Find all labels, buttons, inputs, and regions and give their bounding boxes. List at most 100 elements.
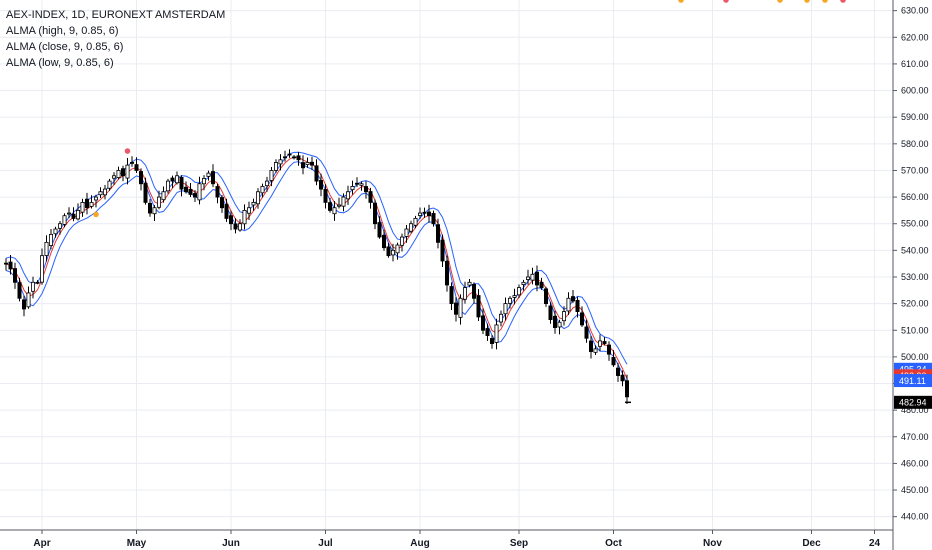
candle [323,184,328,209]
candle-body [341,196,346,207]
candle [201,175,206,191]
candle-body [548,305,553,320]
candle [539,277,544,290]
candle [589,335,594,359]
candle [580,306,585,327]
candle-body [129,161,134,164]
grid-lines [0,0,893,530]
candle [381,229,386,251]
y-tick-label: 620.00 [901,32,929,42]
candle-body [67,212,72,215]
candle [282,150,287,162]
x-tick-label: Sep [510,538,528,549]
candle-body [517,287,522,296]
candle-body [237,223,242,231]
candle [291,155,296,160]
candle-body [143,182,148,203]
candle-body [336,204,341,207]
candle-body [183,186,188,193]
candle-body [345,191,350,200]
candle [80,198,85,217]
candle [40,248,45,285]
candle [489,334,494,349]
candle [386,242,391,258]
candle-body [53,228,58,235]
candle-body [107,180,112,189]
candle [390,243,395,262]
signal-dot-orange [678,0,684,3]
candle-body [121,168,126,177]
candle [233,218,238,234]
candle [480,308,485,335]
candle-body [359,183,364,186]
candle-body [589,340,594,352]
candle-body [179,176,184,190]
candle-body [368,191,373,203]
candle [121,165,126,182]
candle-body [530,273,535,281]
y-tick-label: 600.00 [901,86,929,96]
candle [458,294,463,325]
x-tick-label: Apr [33,538,50,549]
candle-body [489,338,494,344]
candle [476,289,481,321]
price-badge-label: 491.11 [899,376,926,386]
candle [278,154,283,171]
candle [620,370,625,387]
candle-body [49,233,54,246]
signal-dot-red [723,0,729,3]
candle [62,213,67,228]
candle [76,203,81,221]
candle-body [260,186,265,194]
candle [246,201,251,220]
candle-body [535,271,540,286]
candle-body [485,328,490,336]
candle-body [471,283,476,299]
candle [562,306,567,326]
candle-body [580,312,585,326]
candle [399,233,404,252]
candle [444,255,449,292]
candle-body [408,223,413,232]
candle-body [21,299,26,310]
candle [71,207,76,222]
x-tick-label: Dec [802,538,821,549]
candle [112,172,117,185]
candle-body [503,303,508,315]
candle [170,175,175,189]
candle-body [40,255,45,283]
candle [485,323,490,341]
candle-body [17,282,22,299]
candle-body [152,207,157,215]
candle-body [138,171,143,185]
candle-body [26,292,31,308]
candle-body [462,287,467,300]
candle-body [422,211,427,214]
candle-body [620,374,625,382]
signal-dot-red [840,0,846,3]
candle-body [170,177,175,182]
candle-body [395,244,400,254]
candle-body [8,261,13,270]
candle [611,350,616,367]
alma-close-line [5,156,628,379]
candle-body [94,196,99,201]
candle-body [233,223,238,230]
candle-body [192,193,197,198]
candle [345,185,350,205]
candle-body [71,213,76,219]
candle [471,282,476,304]
candle-body [197,183,202,201]
candle-body [593,348,598,353]
candle [287,149,292,158]
candle [350,180,355,195]
candle-body [363,186,368,193]
candle [625,374,630,404]
candle [237,219,242,232]
candle [408,220,413,234]
candle [125,158,130,185]
candle-body [201,178,206,185]
candle [107,178,112,191]
candle-body [476,295,481,318]
